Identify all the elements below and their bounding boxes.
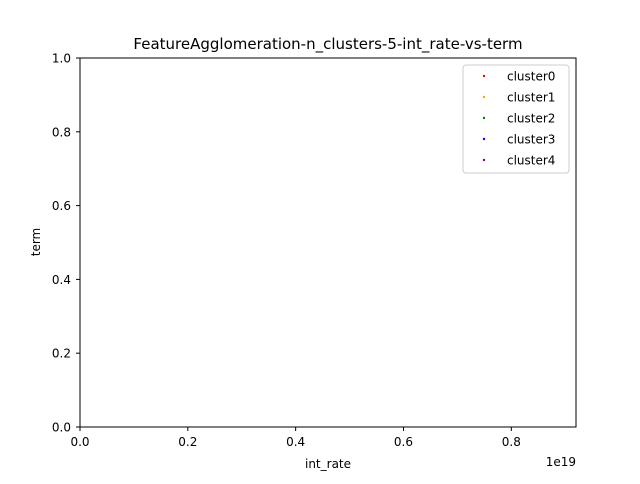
x-tick-label: 0.6	[394, 435, 413, 449]
legend-marker	[482, 74, 486, 78]
legend-marker	[482, 137, 486, 141]
x-axis-label: int_rate	[305, 457, 351, 471]
x-tick-label: 0.4	[286, 435, 305, 449]
x-axis-offset-text: 1e19	[546, 455, 576, 469]
y-axis-label: term	[29, 228, 43, 257]
x-tick-label: 0.8	[502, 435, 521, 449]
legend-label: cluster2	[507, 112, 555, 126]
legend-label: cluster3	[507, 133, 555, 147]
x-axis-ticks: 0.0 0.2 0.4 0.6 0.8	[70, 427, 521, 449]
legend-marker	[482, 95, 486, 99]
y-tick-label: 0.8	[52, 125, 71, 139]
legend-label: cluster4	[507, 154, 555, 168]
y-tick-label: 1.0	[52, 52, 71, 66]
x-tick-label: 0.2	[178, 435, 197, 449]
legend-marker	[482, 158, 486, 162]
y-tick-label: 0.6	[52, 199, 71, 213]
legend-label: cluster0	[507, 70, 555, 84]
legend: cluster0 cluster1 cluster2 cluster3 cluster4	[462, 64, 570, 174]
y-tick-label: 0.2	[52, 347, 71, 361]
plot-frame	[79, 57, 577, 428]
x-tick-label: 0.0	[70, 435, 89, 449]
legend-label: cluster1	[507, 91, 555, 105]
y-tick-label: 0.0	[52, 421, 71, 435]
y-tick-label: 0.4	[52, 273, 71, 287]
y-axis-ticks: 0.0 0.2 0.4 0.6 0.8 1.0	[52, 52, 80, 435]
chart-title: FeatureAgglomeration-n_clusters-5-int_ra…	[133, 35, 522, 54]
legend-box	[462, 64, 570, 174]
legend-marker	[482, 116, 486, 120]
